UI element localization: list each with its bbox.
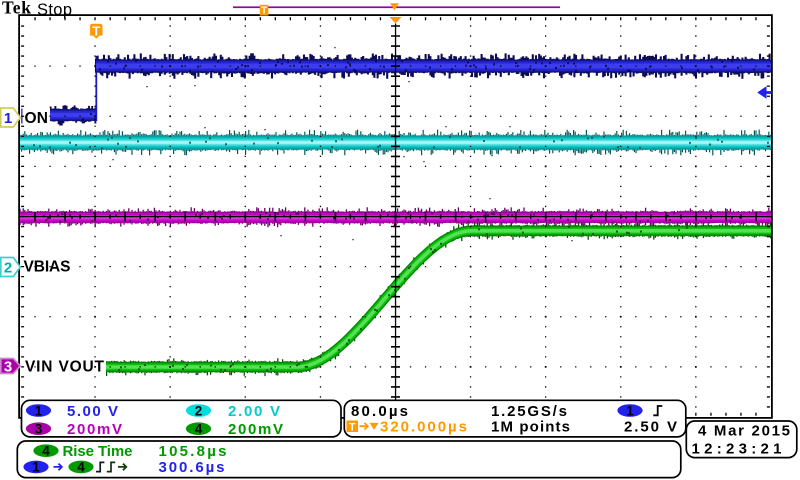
svg-text:T: T: [261, 5, 267, 16]
svg-text:1.25GS/s: 1.25GS/s: [491, 403, 567, 420]
svg-text:T: T: [92, 24, 100, 39]
svg-text:2: 2: [4, 259, 12, 276]
svg-text:4: 4: [77, 460, 85, 475]
svg-text:2.50 V: 2.50 V: [624, 418, 677, 435]
svg-text:105.8µs: 105.8µs: [159, 443, 227, 460]
svg-text:1: 1: [626, 403, 634, 418]
svg-text:Rise Time: Rise Time: [63, 443, 133, 460]
svg-text:2.00 V: 2.00 V: [228, 403, 280, 420]
svg-text:1M points: 1M points: [491, 418, 570, 435]
svg-text:ON: ON: [25, 110, 49, 127]
svg-text:2: 2: [195, 403, 203, 418]
svg-text:VBIAS: VBIAS: [24, 258, 71, 275]
svg-text:200mV: 200mV: [228, 421, 283, 438]
svg-text:1: 1: [4, 110, 12, 127]
svg-text:4: 4: [195, 422, 203, 437]
svg-text:T: T: [349, 421, 356, 433]
svg-text:300.6µs: 300.6µs: [159, 459, 225, 476]
svg-text:1: 1: [32, 460, 40, 475]
svg-text:320.000µs: 320.000µs: [380, 418, 467, 435]
svg-text:3: 3: [35, 422, 43, 437]
svg-text:Stop: Stop: [37, 1, 72, 19]
svg-text:80.0µs: 80.0µs: [351, 403, 408, 420]
svg-text:4: 4: [42, 444, 50, 459]
svg-text:3: 3: [4, 358, 12, 375]
svg-text:Tek: Tek: [2, 0, 31, 18]
svg-text:200mV: 200mV: [67, 421, 122, 438]
svg-text:5.00 V: 5.00 V: [67, 403, 118, 420]
svg-text:1: 1: [35, 403, 43, 418]
